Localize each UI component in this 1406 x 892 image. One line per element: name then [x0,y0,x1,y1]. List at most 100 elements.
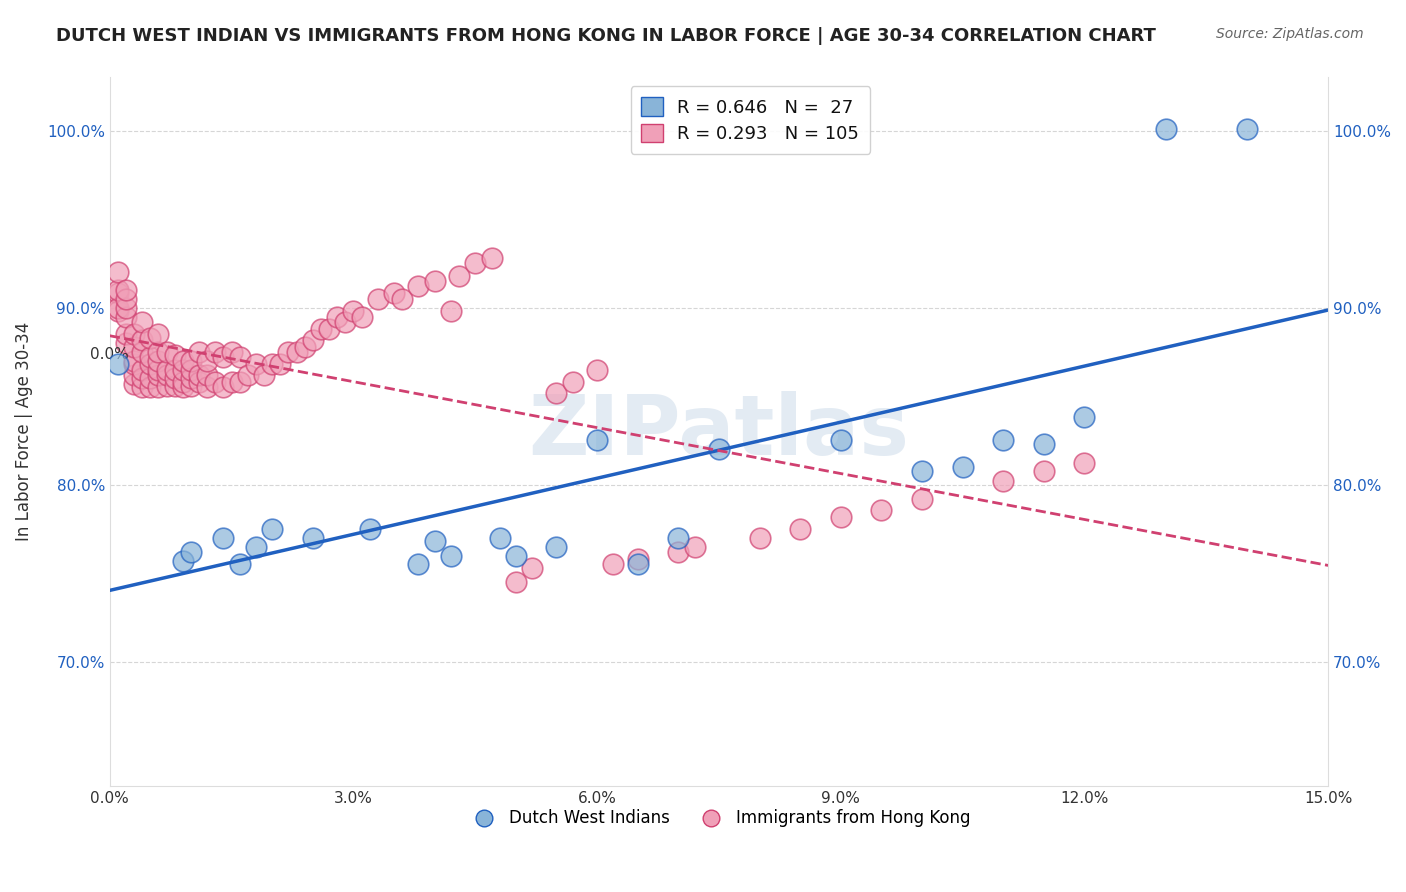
Point [180,362,202,376]
Point [627,558,650,572]
Point [382,286,405,301]
Point [269,357,291,371]
Point [122,357,145,371]
Point [488,531,510,545]
Point [131,345,153,359]
Point [155,345,177,359]
Point [546,540,568,554]
Text: 0.0%: 0.0% [90,347,129,361]
Point [285,345,308,359]
Point [139,331,162,345]
Text: ZIPatlas: ZIPatlas [529,391,910,472]
Point [148,345,170,359]
Point [195,368,218,382]
Point [155,368,177,382]
Legend: Dutch West Indians, Immigrants from Hong Kong: Dutch West Indians, Immigrants from Hong… [460,803,977,834]
Point [188,375,211,389]
Point [830,509,852,524]
Point [236,368,259,382]
Point [115,310,138,324]
Point [204,345,226,359]
Point [423,274,446,288]
Point [666,531,689,545]
Point [115,292,138,306]
Point [163,362,186,376]
Point [335,315,357,329]
Point [107,304,129,318]
Point [993,434,1015,448]
Point [228,350,250,364]
Point [148,362,170,376]
Point [464,256,486,270]
Point [212,531,235,545]
Point [1073,457,1095,471]
Point [830,434,852,448]
Point [107,283,129,297]
Point [666,545,689,559]
Point [1073,410,1095,425]
Point [148,368,170,382]
Point [748,531,770,545]
Point [172,380,194,394]
Point [447,268,470,283]
Point [683,540,706,554]
Point [172,353,194,368]
Point [262,522,284,536]
Point [546,385,568,400]
Point [115,336,138,351]
Point [627,552,650,566]
Point [148,380,170,394]
Point [318,322,340,336]
Point [139,350,162,364]
Point [561,375,583,389]
Point [163,349,186,363]
Point [107,357,129,371]
Point [172,554,194,568]
Point [115,283,138,297]
Point [188,345,211,359]
Point [155,378,177,392]
Point [188,368,211,382]
Point [481,251,503,265]
Point [1154,121,1177,136]
Point [408,558,430,572]
Point [180,371,202,385]
Point [301,531,323,545]
Point [342,304,364,318]
Point [195,380,218,394]
Point [155,362,177,376]
Point [367,292,389,306]
Point [115,327,138,342]
Point [195,353,218,368]
Point [122,327,145,342]
Point [107,265,129,279]
Point [204,375,226,389]
Point [301,333,323,347]
Point [139,357,162,371]
Point [294,340,316,354]
Point [520,561,543,575]
Point [253,368,276,382]
Point [423,534,446,549]
Point [139,371,162,385]
Point [122,340,145,354]
Point [505,549,527,563]
Text: DUTCH WEST INDIAN VS IMMIGRANTS FROM HONG KONG IN LABOR FORCE | AGE 30-34 CORREL: DUTCH WEST INDIAN VS IMMIGRANTS FROM HON… [56,27,1156,45]
Point [172,362,194,376]
Point [228,375,250,389]
Point [131,362,153,376]
Point [163,378,186,392]
Point [122,376,145,391]
Point [139,380,162,394]
Point [212,350,235,364]
Point [359,522,381,536]
Point [391,292,413,306]
Point [245,540,267,554]
Point [131,315,153,329]
Point [952,460,974,475]
Point [262,357,284,371]
Point [350,310,373,324]
Point [180,545,202,559]
Point [993,474,1015,488]
Point [408,279,430,293]
